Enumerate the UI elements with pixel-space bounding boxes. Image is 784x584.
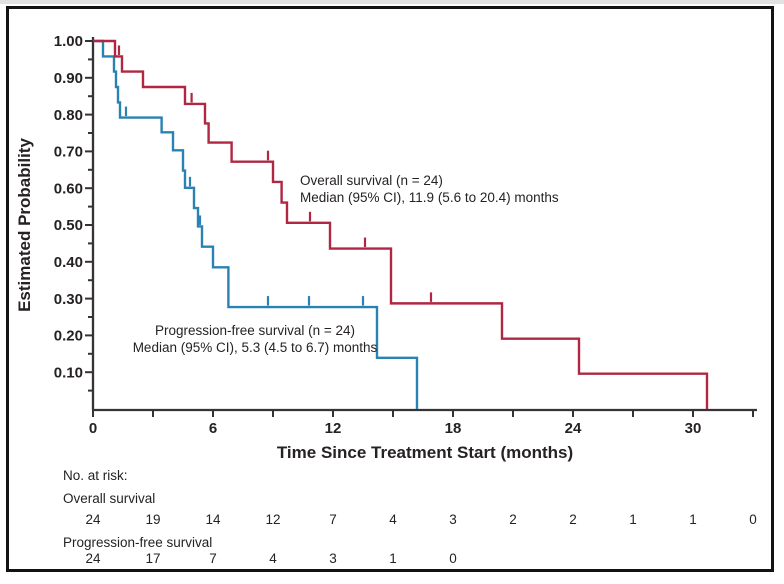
os-annotation: Overall survival (n = 24) Median (95% CI… bbox=[300, 172, 559, 206]
pfs-annotation-line1: Progression-free survival (n = 24) bbox=[155, 323, 355, 338]
risk-row-label-os: Overall survival bbox=[63, 491, 156, 506]
figure-border-box bbox=[6, 6, 774, 572]
top-scan-band bbox=[0, 0, 784, 4]
risk-row-label-pfs: Progression-free survival bbox=[63, 535, 213, 550]
pfs-annotation: Progression-free survival (n = 24) Media… bbox=[110, 322, 400, 356]
pfs-annotation-line2: Median (95% CI), 5.3 (4.5 to 6.7) months bbox=[132, 340, 378, 355]
os-annotation-line1: Overall survival (n = 24) bbox=[300, 173, 443, 188]
risk-table-title: No. at risk: bbox=[63, 468, 128, 483]
os-annotation-line2: Median (95% CI), 11.9 (5.6 to 20.4) mont… bbox=[300, 190, 559, 205]
